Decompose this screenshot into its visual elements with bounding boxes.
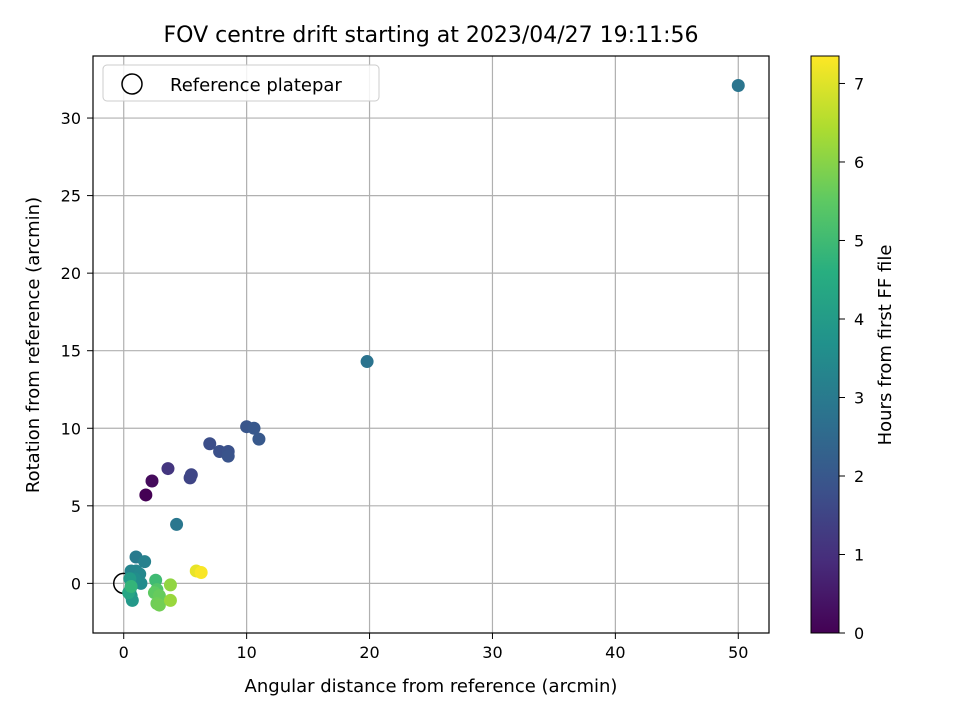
x-tick-label: 30 [482,643,502,662]
y-tick-label: 0 [71,574,81,593]
data-point [152,598,166,612]
colorbar-tick-label: 1 [854,545,864,564]
plot-frame [92,55,770,634]
data-point [203,437,217,451]
colorbar-gradient [810,55,840,634]
y-tick-label: 30 [61,109,81,128]
chart-title: FOV centre drift starting at 2023/04/27 … [164,23,699,48]
y-tick-label: 10 [61,419,81,438]
y-axis-label: Rotation from reference (arcmin) [23,197,44,493]
data-point [184,468,198,482]
data-point [145,474,159,488]
y-tick-label: 15 [61,342,81,361]
y-tick-label: 20 [61,264,81,283]
data-point [163,593,177,607]
x-axis-label: Angular distance from reference (arcmin) [245,676,618,697]
data-point [161,462,175,476]
y-tick-label: 5 [71,497,81,516]
data-point [252,432,266,446]
x-tick-label: 20 [359,643,379,662]
data-point [194,566,208,580]
colorbar-tick-label: 4 [854,310,864,329]
colorbar-tick-label: 7 [854,74,864,93]
x-tick-label: 10 [236,643,256,662]
colorbar-tick-label: 0 [854,624,864,643]
data-point [163,578,177,592]
scatter-points [112,78,745,612]
colorbar-tick-label: 3 [854,388,864,407]
legend-marker-reference [121,73,143,95]
colorbar-label: Hours from first FF file [875,245,896,446]
legend: Reference platepar [102,64,380,102]
x-tick-label: 40 [605,643,625,662]
x-tick-label: 50 [728,643,748,662]
colorbar: 0 1 2 3 4 5 6 7 Hours from first FF file [810,55,896,643]
colorbar-tick-label: 5 [854,231,864,250]
data-point [170,517,184,531]
colorbar-ticks: 0 1 2 3 4 5 6 7 [839,74,864,643]
data-point [138,555,152,569]
data-point [139,488,153,502]
colorbar-tick-label: 2 [854,467,864,486]
data-point [360,355,374,369]
data-point [247,421,261,435]
data-point [124,579,138,593]
data-point [221,449,235,463]
legend-label-reference: Reference platepar [170,75,342,96]
data-point [731,78,745,92]
y-tick-label: 25 [61,187,81,206]
legend-box [102,64,380,102]
grid [93,56,769,633]
axis-ticks: 0 10 20 30 40 50 0 5 10 15 20 25 30 [61,109,749,662]
x-tick-label: 0 [119,643,129,662]
colorbar-tick-label: 6 [854,153,864,172]
